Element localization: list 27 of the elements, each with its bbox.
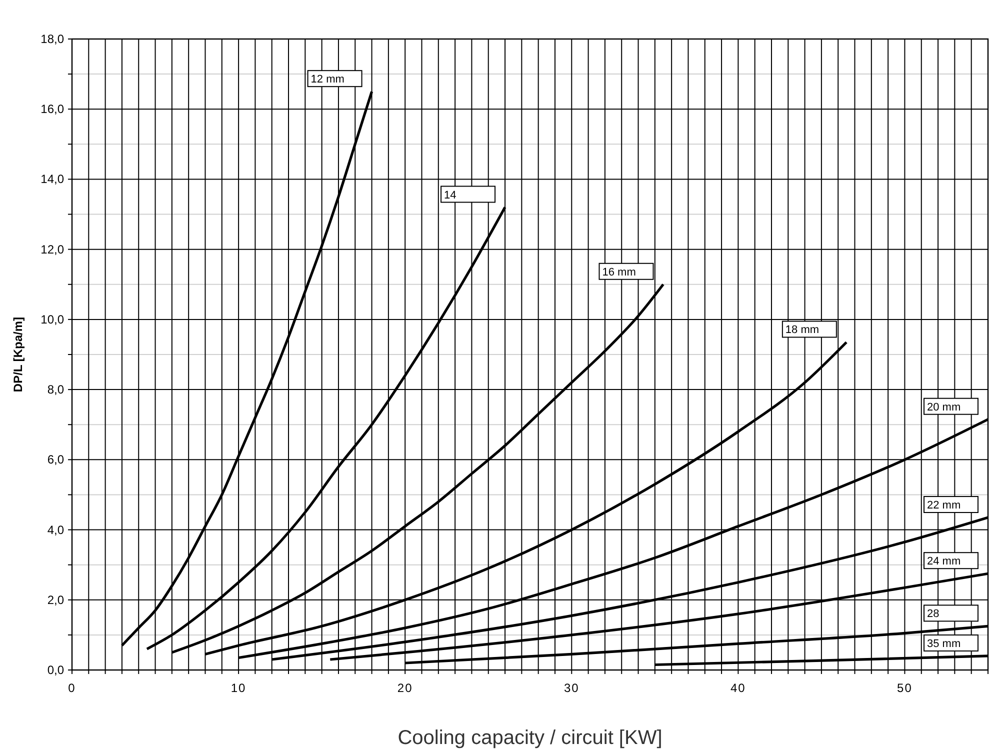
text: 14 (444, 189, 456, 202)
y-tick-label: 0,0 (47, 663, 64, 677)
series-label: 35 mm (927, 638, 961, 650)
text: 16 mm (602, 266, 636, 278)
y-tick-label: 2,0 (47, 592, 64, 607)
text: 12 mm (310, 74, 344, 86)
text: 18 mm (785, 324, 820, 336)
x-tick-label: 40 (730, 681, 746, 695)
x-tick-label: 50 (897, 681, 912, 695)
y-tick-label: 16,0 (40, 102, 64, 116)
series-label: 22 mm (927, 500, 961, 512)
y-tick-label: 4,0 (47, 522, 64, 537)
series-label: 24 mm (927, 556, 961, 568)
y-tick-label: 10,0 (40, 312, 64, 326)
y-tick-label: 12,0 (40, 242, 64, 256)
y-tick-label: 8,0 (47, 382, 64, 397)
y-tick-label: 18,0 (40, 32, 64, 46)
series-label: 20 mm (927, 401, 961, 414)
x-tick-label: 30 (564, 681, 580, 695)
series-label: 28 (927, 608, 940, 620)
x-tick-label: 20 (397, 681, 413, 695)
y-tick-label: 14,0 (40, 172, 64, 186)
x-tick-label: 10 (230, 681, 246, 695)
x-tick-label: 0 (68, 681, 76, 695)
x-axis-title: Cooling capacity / circuit [KW] (398, 727, 662, 749)
y-tick-label: 6,0 (47, 452, 64, 467)
y-axis-title: DP/L [Kpa/m] (11, 316, 25, 392)
